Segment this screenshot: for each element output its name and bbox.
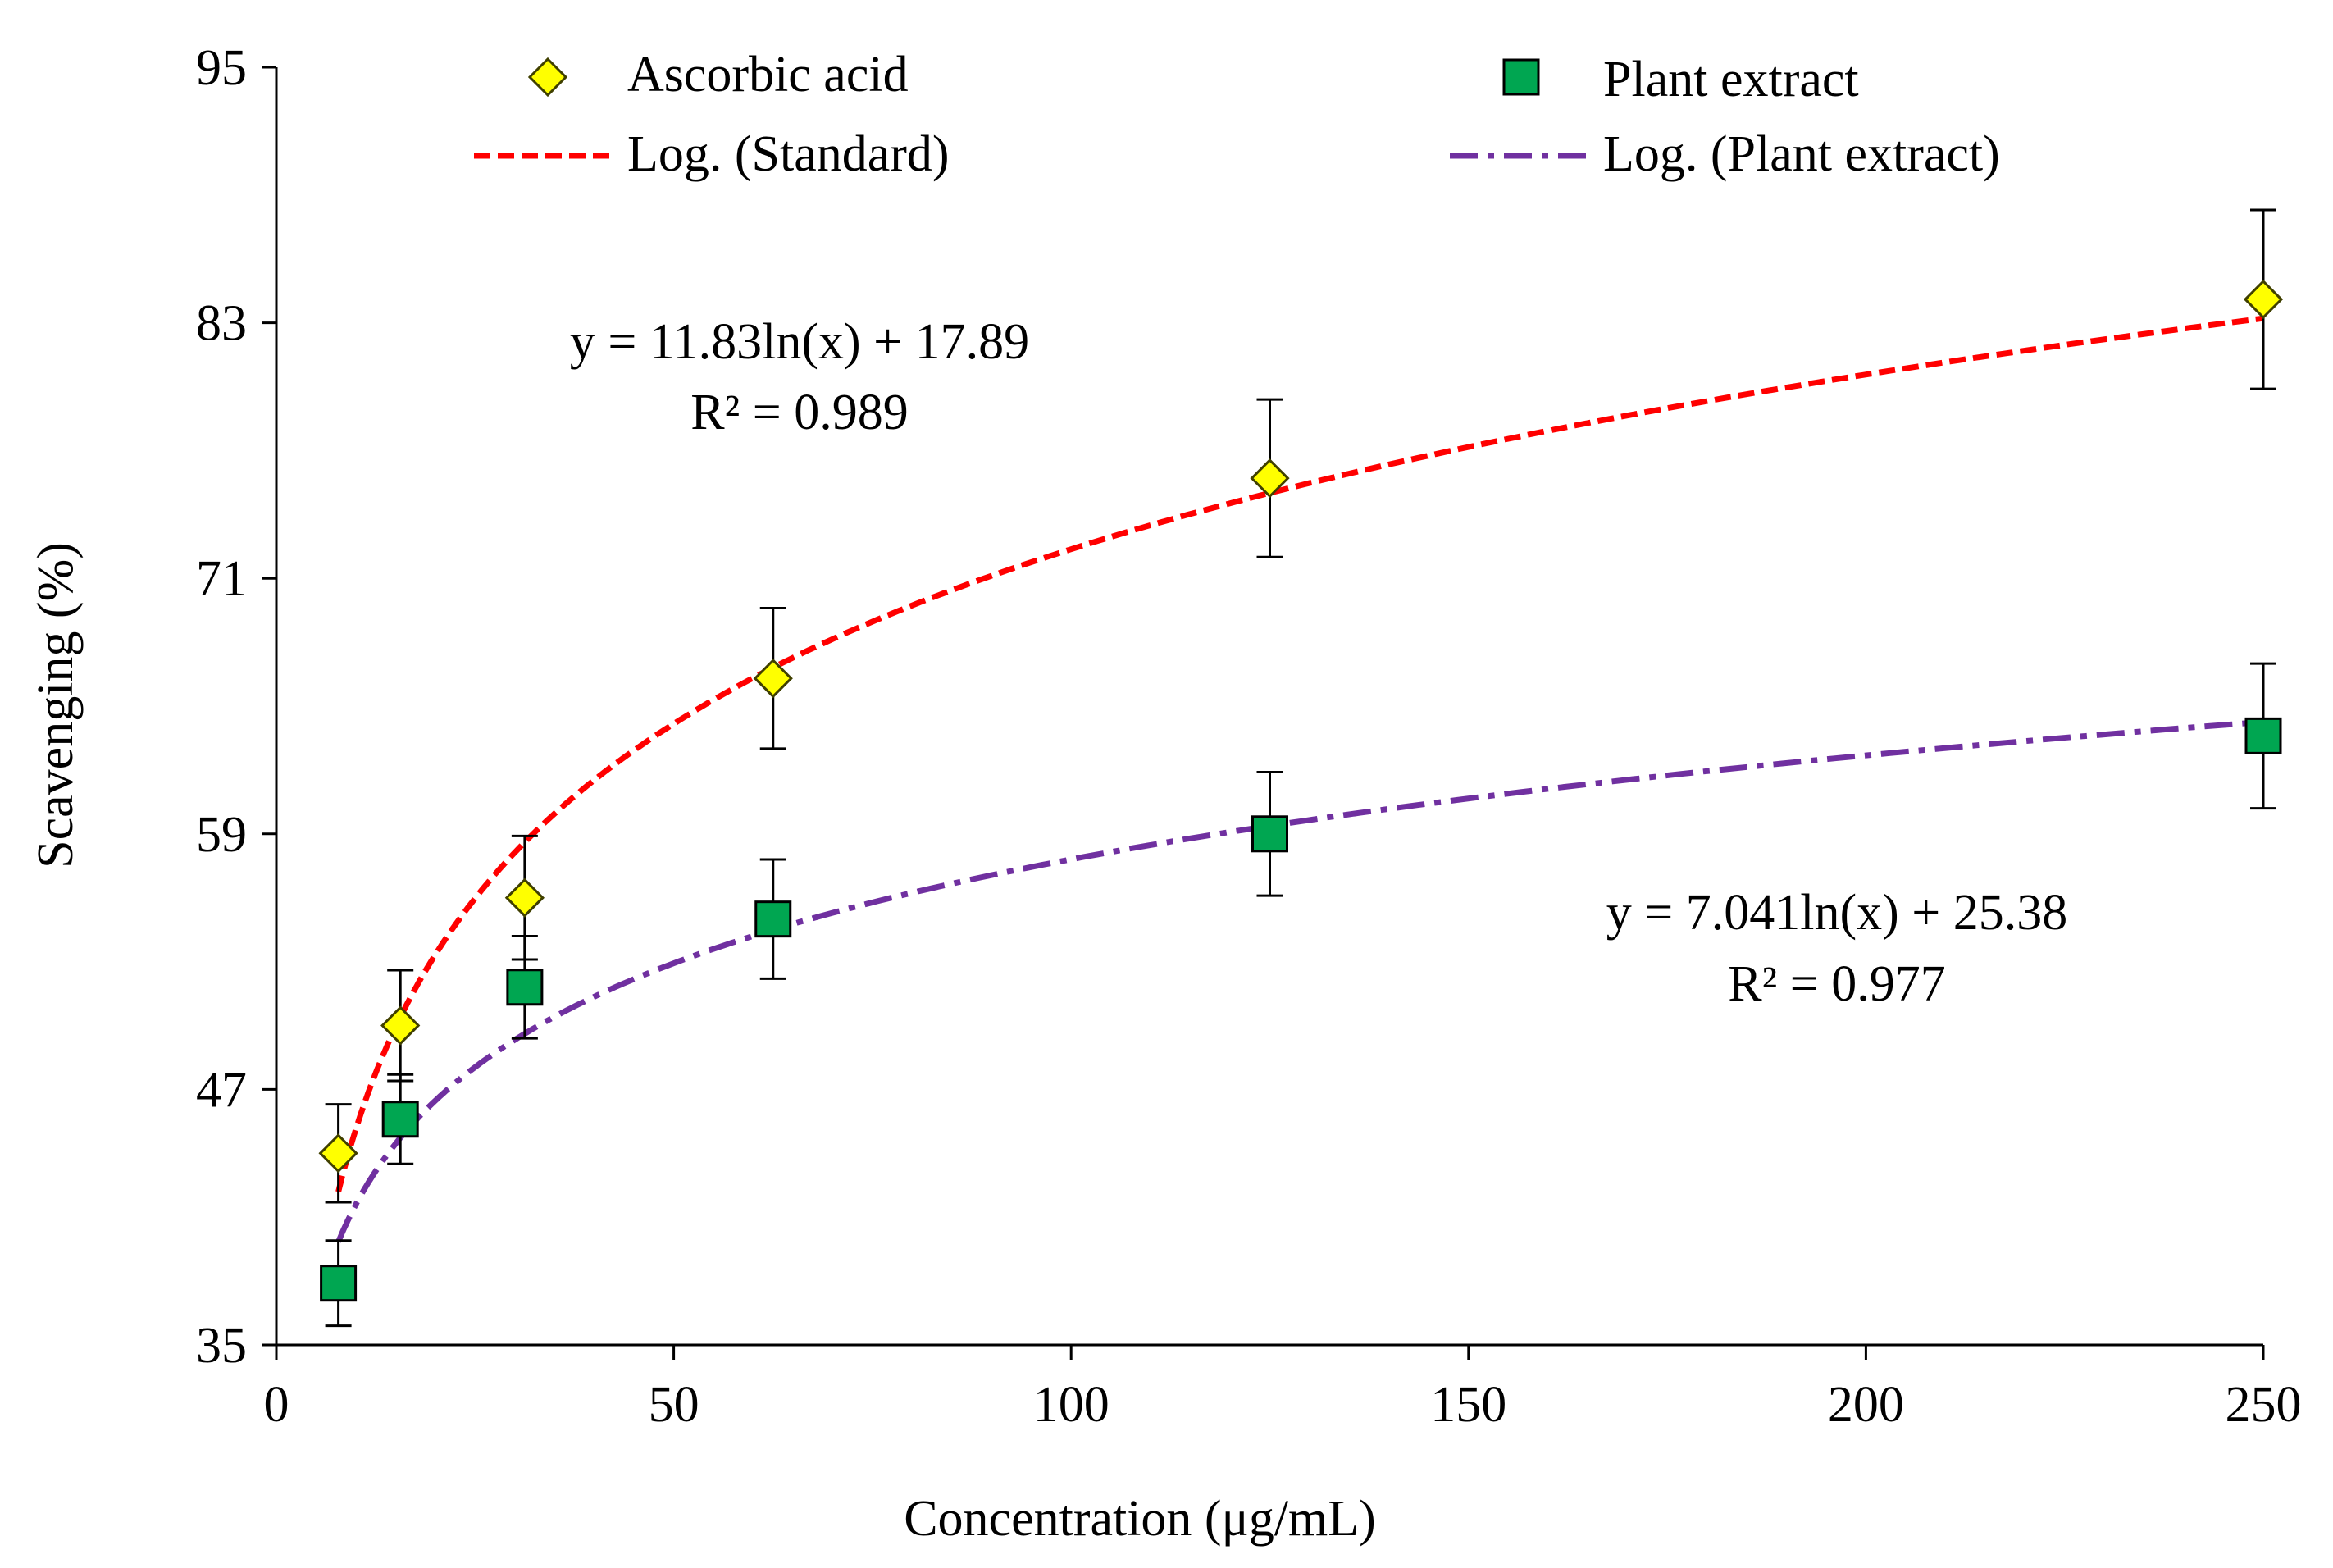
equation-standard-formula: y = 11.83ln(x) + 17.89	[570, 314, 1029, 370]
data-point-ascorbic-acid	[504, 877, 545, 918]
data-point-ascorbic-acid	[1250, 458, 1290, 499]
data-point-ascorbic-acid	[380, 1005, 421, 1046]
y-tick-label: 83	[196, 296, 247, 352]
data-point-plant-extract	[1251, 815, 1288, 853]
equation-plant-r2: R² = 0.977	[1728, 956, 1945, 1012]
y-tick-label: 47	[196, 1062, 247, 1118]
legend-label-log-plant-extract: Log. (Plant extract)	[1603, 126, 2000, 182]
legend-square-marker	[1502, 58, 1540, 96]
legend-item-plant-extract: Plant extract	[1502, 52, 1859, 107]
equation-plant: y = 7.041ln(x) + 25.38 R² = 0.977	[1606, 885, 2067, 1012]
equation-standard: y = 11.83ln(x) + 17.89 R² = 0.989	[570, 314, 1029, 440]
trendline-standard	[335, 315, 2264, 1193]
data-point-plant-extract	[2244, 717, 2282, 754]
x-tick-label: 200	[1828, 1377, 1904, 1433]
data-point-plant-extract	[320, 1265, 358, 1302]
data-point-ascorbic-acid	[753, 659, 793, 699]
x-tick-label: 250	[2226, 1377, 2302, 1433]
x-axis-title: Concentration (μg/mL)	[904, 1491, 1376, 1547]
legend-item-log-standard: Log. (Standard)	[474, 126, 950, 182]
data-point-plant-extract	[381, 1101, 419, 1138]
x-tick-label: 100	[1033, 1377, 1110, 1433]
y-tick-label: 35	[196, 1318, 247, 1374]
legend-diamond-marker	[527, 57, 568, 98]
data-point-plant-extract	[754, 900, 792, 938]
data-point-ascorbic-acid	[2243, 279, 2284, 320]
y-tick-label: 95	[196, 40, 247, 96]
legend-label-log-standard: Log. (Standard)	[627, 126, 950, 182]
y-tick-label: 59	[196, 807, 247, 863]
y-axis-title: Scavenging (%)	[28, 542, 84, 868]
equation-plant-formula: y = 7.041ln(x) + 25.38	[1606, 885, 2067, 941]
legend-label-plant-extract: Plant extract	[1603, 52, 1859, 107]
x-tick-label: 150	[1430, 1377, 1506, 1433]
data-point-ascorbic-acid	[318, 1133, 358, 1174]
trendline-plant-extract	[335, 718, 2264, 1243]
x-tick-label: 50	[649, 1377, 699, 1433]
y-tick-label: 71	[196, 551, 247, 607]
legend-item-ascorbic-acid: Ascorbic acid	[527, 47, 909, 103]
legend-item-log-plant-extract: Log. (Plant extract)	[1450, 126, 2000, 182]
data-point-plant-extract	[506, 969, 544, 1006]
equation-standard-r2: R² = 0.989	[690, 385, 908, 440]
plot-area: 35 47 59 71 83 95 0 50 100 150 200 250	[196, 40, 2302, 1433]
legend: Ascorbic acid Plant extract Log. (Standa…	[474, 47, 2000, 182]
legend-label-ascorbic-acid: Ascorbic acid	[627, 47, 909, 103]
x-tick-label: 0	[264, 1377, 289, 1433]
